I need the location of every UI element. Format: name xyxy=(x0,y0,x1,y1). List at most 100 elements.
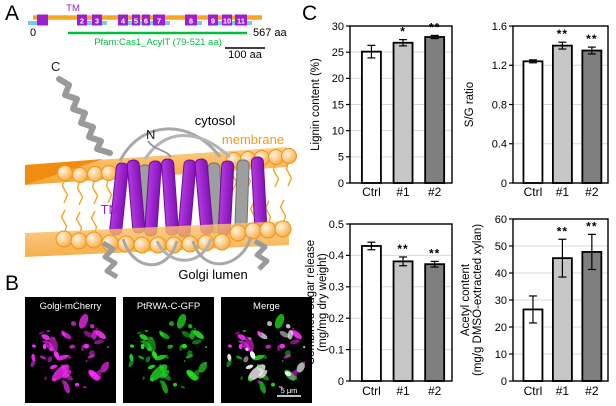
y-tick-label: 20 xyxy=(495,322,507,334)
lumen-loop xyxy=(191,236,253,266)
x-category-label: Ctrl xyxy=(524,185,543,199)
fluorescent-punctum xyxy=(185,354,194,359)
micrograph-svg: PtRWA-C-GFP xyxy=(123,297,214,403)
lipid-tail xyxy=(91,177,99,205)
fluorescent-punctum xyxy=(183,359,186,363)
fluorescent-punctum xyxy=(149,377,155,382)
bar-chart-svg: Ctrl ** #1 ** #2 0 0.1 0.2 0.3 0.4 0.5 Combined sug… xyxy=(305,219,453,398)
y-axis-label: S/G ratio xyxy=(464,82,476,127)
tm-box-number: 5 xyxy=(134,16,138,25)
n-terminus-label: N xyxy=(146,127,155,142)
fluorescent-punctum xyxy=(181,343,188,349)
fluorescent-punctum xyxy=(258,369,268,379)
tm-box-number: 2 xyxy=(80,16,84,25)
tm-box-number: 10 xyxy=(223,16,231,25)
fluorescent-punctum xyxy=(139,334,148,341)
membrane-label: membrane xyxy=(222,132,284,147)
panel-a-label: A xyxy=(5,2,20,25)
y-tick-label: 20 xyxy=(332,73,344,85)
lipid-head xyxy=(70,232,88,250)
panel-b-label: B xyxy=(5,272,20,295)
fluorescent-punctum xyxy=(95,327,99,330)
bar-chart-svg: Ctrl * #1 ** #2 0 5 10 15 20 25 30 Lignin content (%… xyxy=(310,20,453,199)
fluorescent-punctum xyxy=(240,376,243,381)
fluorescent-punctum xyxy=(150,364,168,381)
fluorescent-punctum xyxy=(159,365,165,369)
fluorescent-punctum xyxy=(257,330,262,337)
lipid-head xyxy=(87,166,103,182)
fluorescent-punctum xyxy=(186,371,194,377)
fluorescent-punctum xyxy=(44,376,47,381)
tm-box xyxy=(208,14,218,26)
significance-marker: ** xyxy=(429,246,440,260)
y-axis-label: Combined sugar release xyxy=(305,240,317,365)
lipid-head xyxy=(213,233,231,251)
bar-chart-svg: Ctrl ** #1 ** #2 0 0.4 0.8 1.2 1.6 S/G ratio xyxy=(464,21,609,199)
x-category-label: #1 xyxy=(396,185,410,199)
fluorescent-punctum xyxy=(274,313,285,329)
fluorescent-punctum xyxy=(281,359,284,363)
fluorescent-punctum xyxy=(192,369,200,380)
y-tick-label: 0.4 xyxy=(492,139,507,151)
fluorescent-punctum xyxy=(78,313,89,329)
y-tick-label: 0.2 xyxy=(329,313,344,325)
micrograph-svg: Golgi-mCherry xyxy=(25,297,116,403)
bar-num1 xyxy=(392,260,414,382)
fluorescent-punctum xyxy=(176,313,187,329)
fluorescent-punctum xyxy=(289,339,300,345)
y-tick-label: 60 xyxy=(495,214,507,226)
fluorescent-punctum xyxy=(31,344,36,348)
y-tick-label: 5 xyxy=(338,152,344,164)
fluorescent-punctum xyxy=(204,361,208,364)
micrograph-title: Merge xyxy=(253,301,280,312)
fluorescent-punctum xyxy=(256,364,263,372)
fluorescent-punctum xyxy=(159,330,164,337)
fluorescent-punctum xyxy=(61,365,67,369)
panel-c-label: C xyxy=(302,2,318,25)
transmembrane-helix xyxy=(234,159,250,232)
y-tick-label: 0.8 xyxy=(492,99,507,111)
lumen-loop xyxy=(121,238,179,267)
significance-marker: ** xyxy=(586,219,597,233)
fluorescent-punctum xyxy=(248,364,266,381)
fluorescent-punctum xyxy=(142,376,145,381)
fluorescent-punctum xyxy=(245,347,249,352)
y-tick-label: 50 xyxy=(495,241,507,253)
fluorescent-punctum xyxy=(39,355,47,360)
y-axis-label: Lignin content (%) xyxy=(310,58,322,151)
micrograph-svg: Merge 5 μm xyxy=(221,297,312,403)
y-tick-label: 40 xyxy=(495,268,507,280)
microscopy-image-merge: Merge 5 μm xyxy=(221,297,312,403)
fluorescent-punctum xyxy=(83,330,94,338)
fluorescent-punctum xyxy=(95,330,106,340)
tm-box-number: 7 xyxy=(157,16,161,25)
tm-diagram-label: TM xyxy=(66,3,80,14)
fluorescent-punctum xyxy=(67,354,71,360)
bar-num2 xyxy=(424,263,446,382)
fluorescent-punctum xyxy=(226,359,232,368)
fluorescent-punctum xyxy=(151,351,158,359)
lumen-helix xyxy=(101,240,119,280)
fluorescent-punctum xyxy=(283,354,292,359)
y-tick-label: 0 xyxy=(501,376,507,388)
bar-Ctrl xyxy=(361,50,382,184)
bar-num2 xyxy=(581,251,603,382)
bar-Ctrl xyxy=(361,245,382,382)
fluorescent-punctum xyxy=(243,356,249,363)
bar-num1 xyxy=(552,44,573,184)
fluorescent-punctum xyxy=(294,375,297,380)
fluorescent-punctum xyxy=(284,350,291,357)
fluorescent-punctum xyxy=(52,337,56,340)
fluorescent-punctum xyxy=(87,354,96,359)
lipid-head xyxy=(72,167,88,183)
x-category-label: #1 xyxy=(396,384,410,398)
fluorescent-punctum xyxy=(74,382,80,387)
micrograph-title: PtRWA-C-GFP xyxy=(137,301,200,312)
fluorescent-punctum xyxy=(279,343,286,349)
fluorescent-punctum xyxy=(88,350,95,357)
fluorescent-punctum xyxy=(287,329,293,340)
fluorescent-punctum xyxy=(161,380,168,394)
fluorescent-punctum xyxy=(270,382,276,387)
tm-box xyxy=(142,14,150,26)
